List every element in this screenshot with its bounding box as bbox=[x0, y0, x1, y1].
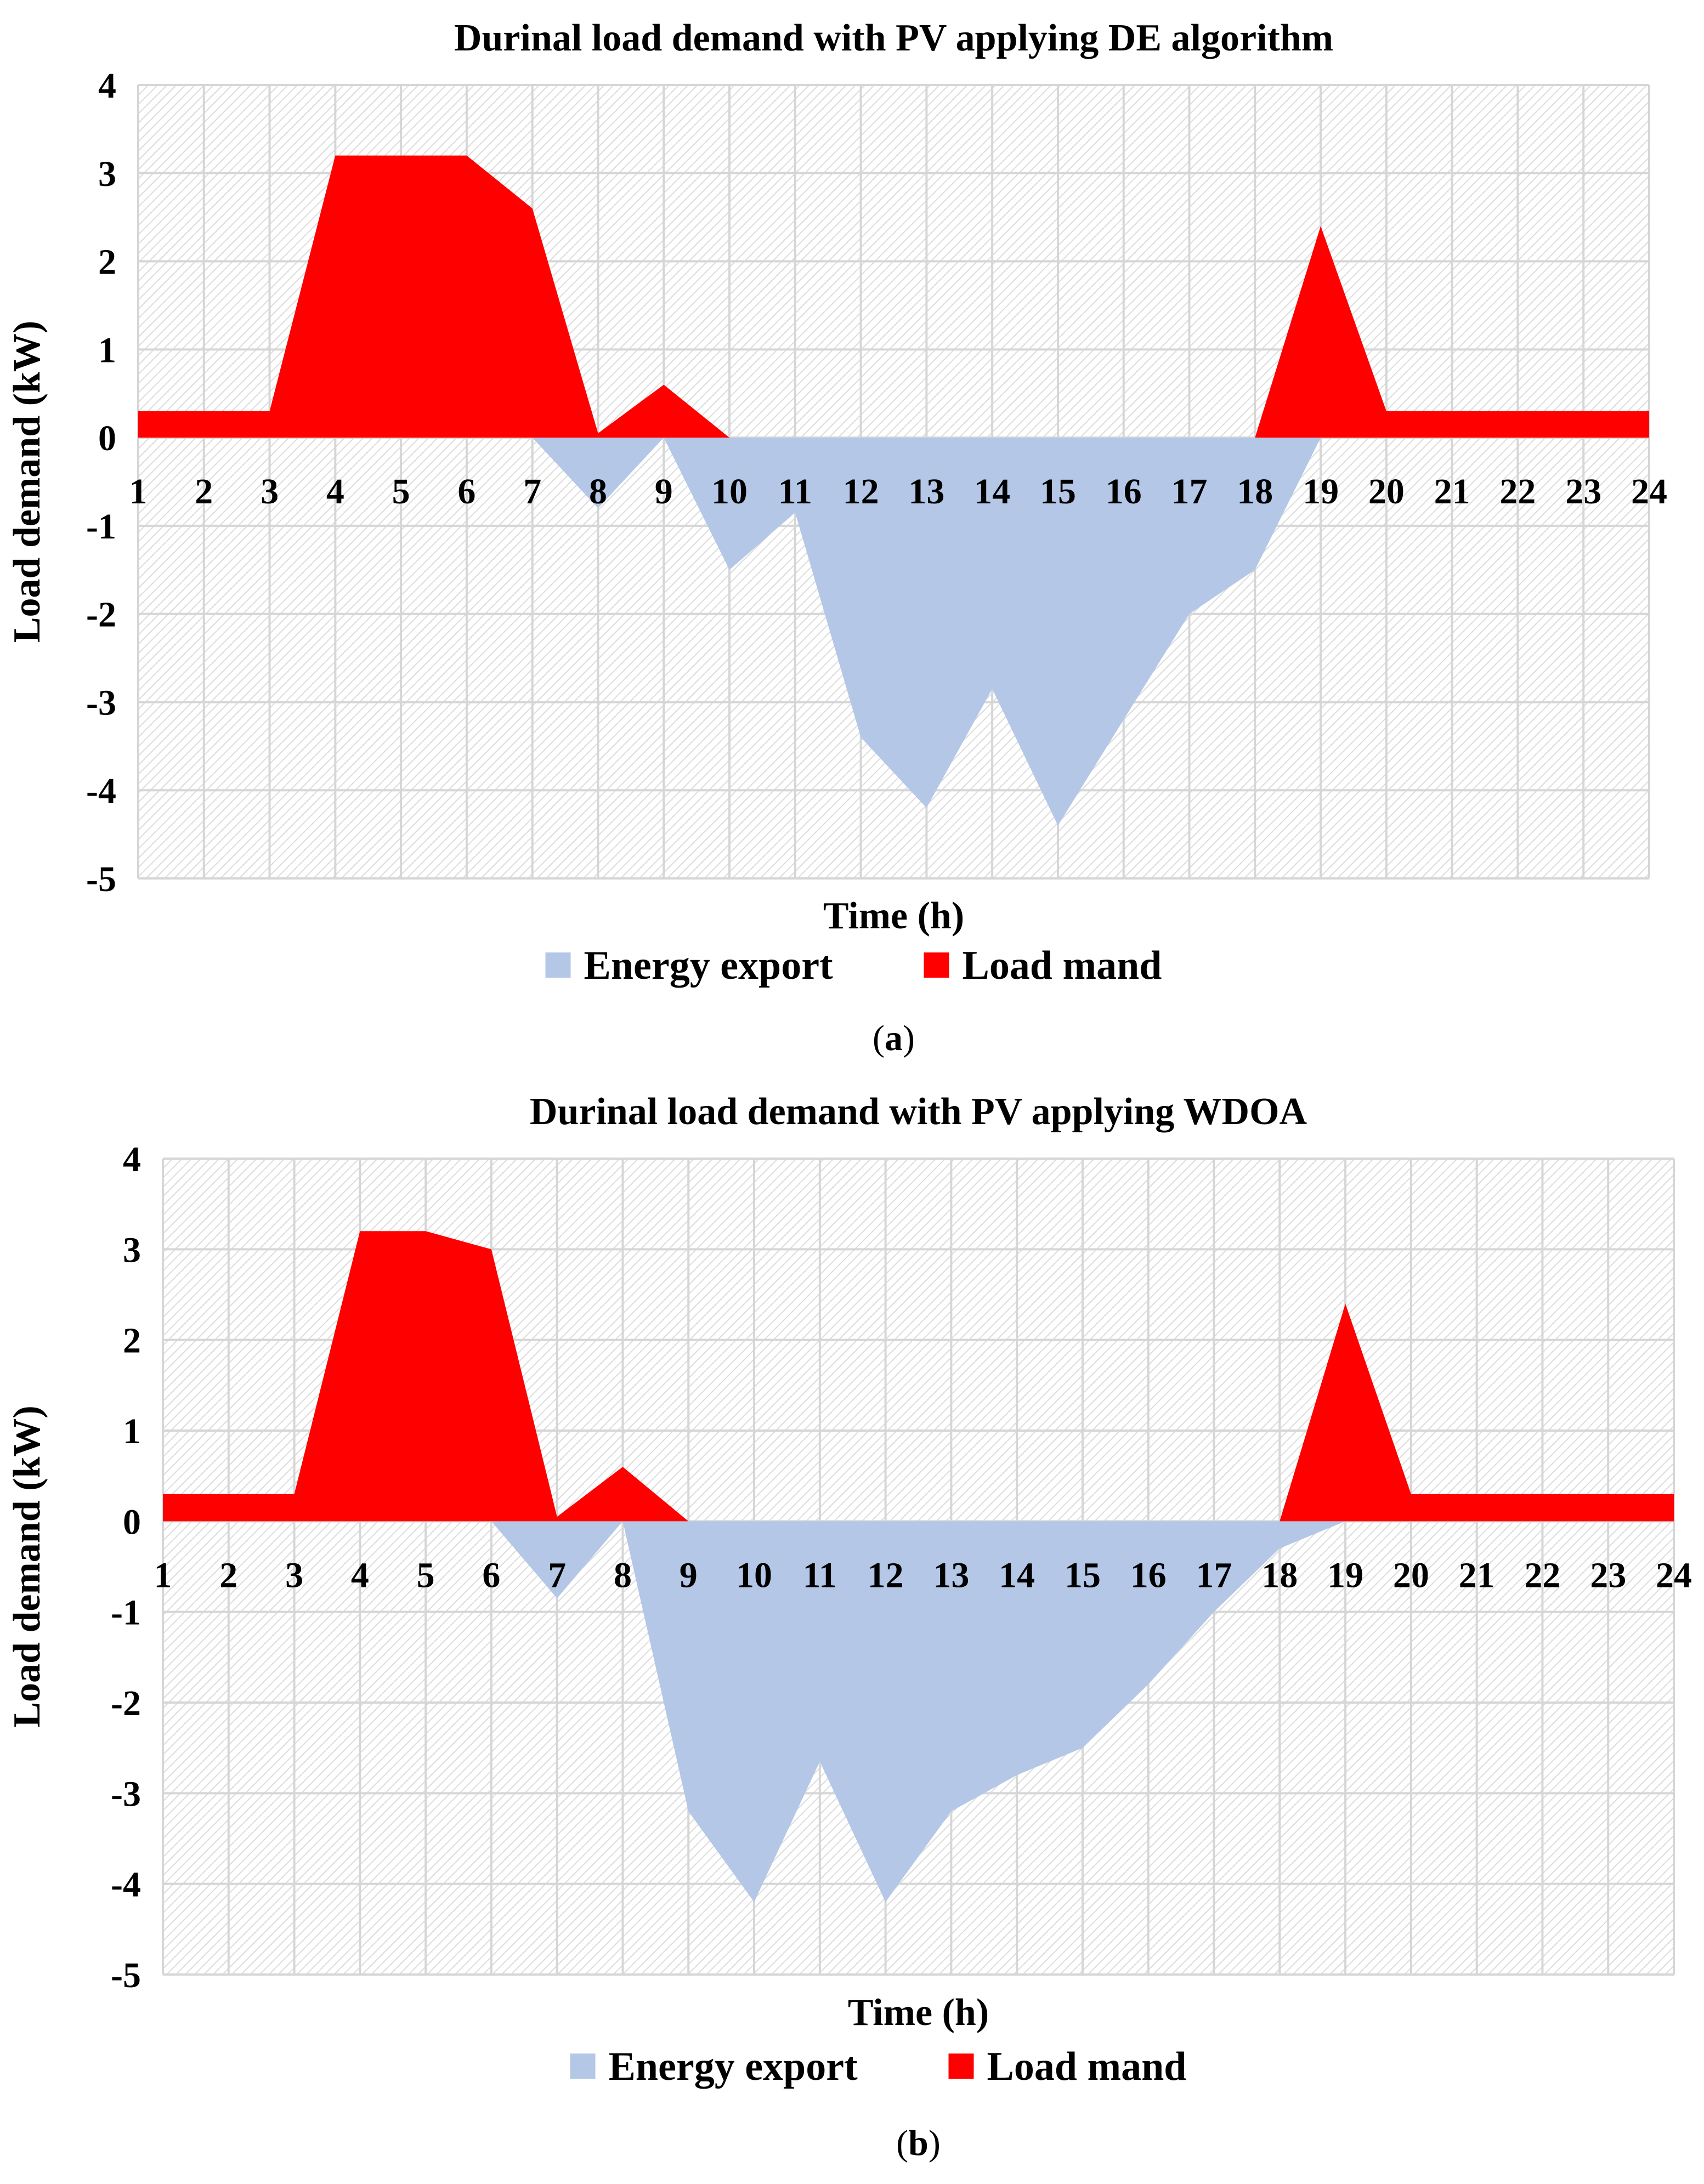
x-axis-label: Time (h) bbox=[848, 1992, 989, 2034]
x-tick-label: 9 bbox=[680, 1555, 698, 1595]
x-tick-label: 10 bbox=[736, 1555, 772, 1595]
x-tick-label: 23 bbox=[1565, 472, 1601, 512]
x-tick-label: 19 bbox=[1327, 1555, 1363, 1595]
y-tick-label: 0 bbox=[98, 418, 116, 458]
x-tick-label: 2 bbox=[219, 1555, 237, 1595]
y-tick-label: 1 bbox=[123, 1411, 141, 1451]
x-tick-label: 14 bbox=[999, 1555, 1035, 1595]
y-tick-label: -5 bbox=[86, 859, 116, 899]
x-tick-label: 23 bbox=[1590, 1555, 1626, 1595]
area-load-mand bbox=[138, 155, 1649, 438]
x-tick-label: 14 bbox=[974, 472, 1010, 512]
x-tick-label: 13 bbox=[908, 472, 944, 512]
legend-swatch-load-mand bbox=[948, 2053, 974, 2079]
x-tick-label: 20 bbox=[1368, 472, 1405, 512]
y-tick-label: -3 bbox=[111, 1774, 141, 1814]
legend-swatch-load-mand bbox=[924, 952, 949, 978]
y-axis-label: Load demand (kW) bbox=[6, 1405, 48, 1727]
x-tick-label: 20 bbox=[1393, 1555, 1429, 1595]
chart-de-algorithm: Durinal load demand with PV applying DE … bbox=[6, 17, 1667, 1058]
x-tick-label: 3 bbox=[285, 1555, 303, 1595]
x-tick-label: 5 bbox=[392, 472, 410, 512]
x-tick-label: 7 bbox=[548, 1555, 566, 1595]
x-tick-label: 1 bbox=[154, 1555, 172, 1595]
x-tick-label: 2 bbox=[195, 472, 213, 512]
x-tick-label: 21 bbox=[1434, 472, 1470, 512]
x-tick-label: 24 bbox=[1656, 1555, 1692, 1595]
legend-swatch-energy-export bbox=[545, 952, 571, 978]
y-tick-label: -2 bbox=[111, 1683, 141, 1723]
legend: Energy export Load mand bbox=[545, 943, 1162, 988]
x-tick-label: 15 bbox=[1065, 1555, 1101, 1595]
x-tick-label: 17 bbox=[1171, 472, 1208, 512]
x-tick-label: 16 bbox=[1130, 1555, 1167, 1595]
y-tick-label: 3 bbox=[98, 154, 116, 194]
y-tick-label: -2 bbox=[86, 595, 116, 635]
figure-caption: (b) bbox=[896, 2123, 941, 2163]
area-load-mand bbox=[163, 1231, 1674, 1522]
figure-caption: (a) bbox=[873, 1018, 915, 1058]
x-tick-label: 22 bbox=[1524, 1555, 1560, 1595]
legend-swatch-energy-export bbox=[570, 2053, 596, 2079]
y-tick-label: -4 bbox=[111, 1865, 141, 1905]
legend: Energy export Load mand bbox=[570, 2044, 1187, 2089]
area-energy-export bbox=[138, 438, 1649, 826]
chart-title: Durinal load demand with PV applying DE … bbox=[454, 17, 1333, 59]
chart-title: Durinal load demand with PV applying WDO… bbox=[530, 1091, 1307, 1133]
x-tick-label: 7 bbox=[523, 472, 541, 512]
y-tick-label: 3 bbox=[123, 1230, 141, 1270]
x-tick-label: 22 bbox=[1499, 472, 1536, 512]
x-tick-label: 5 bbox=[417, 1555, 435, 1595]
x-tick-label: 1 bbox=[129, 472, 148, 512]
y-tick-label: -4 bbox=[86, 771, 116, 811]
y-tick-label: -3 bbox=[86, 683, 116, 723]
x-tick-label: 4 bbox=[326, 472, 344, 512]
y-tick-label: 4 bbox=[98, 66, 116, 106]
legend-label-load-mand: Load mand bbox=[963, 943, 1162, 988]
x-tick-label: 17 bbox=[1196, 1555, 1232, 1595]
chart-wdoa: Durinal load demand with PV applying WDO… bbox=[6, 1091, 1692, 2163]
x-tick-label: 12 bbox=[868, 1555, 904, 1595]
x-tick-label: 6 bbox=[457, 472, 475, 512]
y-tick-label: -1 bbox=[111, 1593, 141, 1633]
x-axis-label: Time (h) bbox=[823, 895, 964, 937]
legend-label-energy-export: Energy export bbox=[609, 2044, 858, 2089]
y-tick-label: 2 bbox=[98, 242, 116, 282]
legend-label-load-mand: Load mand bbox=[987, 2044, 1187, 2089]
x-tick-label: 4 bbox=[351, 1555, 369, 1595]
x-tick-label: 9 bbox=[655, 472, 673, 512]
x-tick-label: 3 bbox=[261, 472, 279, 512]
x-tick-label: 11 bbox=[778, 472, 812, 512]
y-tick-label: 1 bbox=[98, 330, 116, 370]
area-energy-export bbox=[163, 1521, 1674, 1902]
x-tick-label: 8 bbox=[614, 1555, 632, 1595]
y-tick-label: 2 bbox=[123, 1321, 141, 1361]
y-tick-label: -1 bbox=[86, 507, 116, 547]
x-tick-label: 13 bbox=[933, 1555, 969, 1595]
x-tick-label: 18 bbox=[1237, 472, 1273, 512]
y-tick-label: 0 bbox=[123, 1502, 141, 1542]
x-tick-label: 15 bbox=[1040, 472, 1076, 512]
x-tick-label: 19 bbox=[1303, 472, 1339, 512]
x-tick-label: 18 bbox=[1261, 1555, 1298, 1595]
x-tick-label: 21 bbox=[1459, 1555, 1495, 1595]
x-tick-label: 16 bbox=[1106, 472, 1142, 512]
x-tick-label: 12 bbox=[843, 472, 879, 512]
x-tick-label: 8 bbox=[589, 472, 607, 512]
y-axis-label: Load demand (kW) bbox=[6, 321, 48, 643]
x-tick-label: 6 bbox=[482, 1555, 500, 1595]
y-tick-label: -5 bbox=[111, 1955, 141, 1995]
x-tick-label: 10 bbox=[711, 472, 748, 512]
legend-label-energy-export: Energy export bbox=[584, 943, 834, 988]
x-tick-label: 24 bbox=[1631, 472, 1667, 512]
y-tick-label: 4 bbox=[123, 1139, 141, 1179]
x-tick-label: 11 bbox=[803, 1555, 837, 1595]
